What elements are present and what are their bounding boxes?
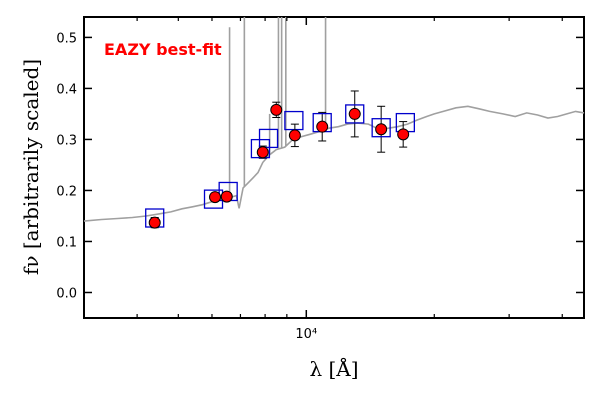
observed-point [220,190,233,203]
y-axis-label: fν [arbitrarily scaled] [19,59,43,275]
observed-point [348,107,361,120]
observed-point [288,129,301,142]
observed-point [209,191,222,204]
axis-ticks-layer [84,17,584,318]
chart-annotation: EAZY best-fit [104,40,222,59]
observed-point [316,120,329,133]
template-photometry-box [258,128,279,149]
observed-point [256,146,269,159]
y-tick-label: 0.2 [56,184,77,199]
plot-area: 0.0 0.1 0.2 0.3 0.4 0.5 10⁴ [56,16,585,342]
y-tick-label: 0.4 [56,82,77,97]
observed-photometry-layer [148,103,410,229]
observed-point [270,103,283,116]
y-tick-labels: 0.0 0.1 0.2 0.3 0.4 0.5 [56,31,77,301]
observed-point [148,216,161,229]
x-axis-label: λ [Å] [309,356,358,381]
template-photometry-box [284,110,304,131]
template-photometry-box [371,118,391,138]
x-tick-label: 10⁴ [295,327,317,342]
y-tick-label: 0.5 [56,31,77,46]
y-tick-label: 0.3 [56,133,77,148]
x-tick-labels: 10⁴ [295,327,317,342]
plot-frame [83,16,585,319]
y-tick-label: 0.0 [56,286,77,301]
observed-point [397,128,410,141]
template-photometry-box [345,104,365,124]
y-tick-label: 0.1 [56,235,77,250]
observed-point [375,123,388,136]
model-spectrum-line [83,105,585,222]
